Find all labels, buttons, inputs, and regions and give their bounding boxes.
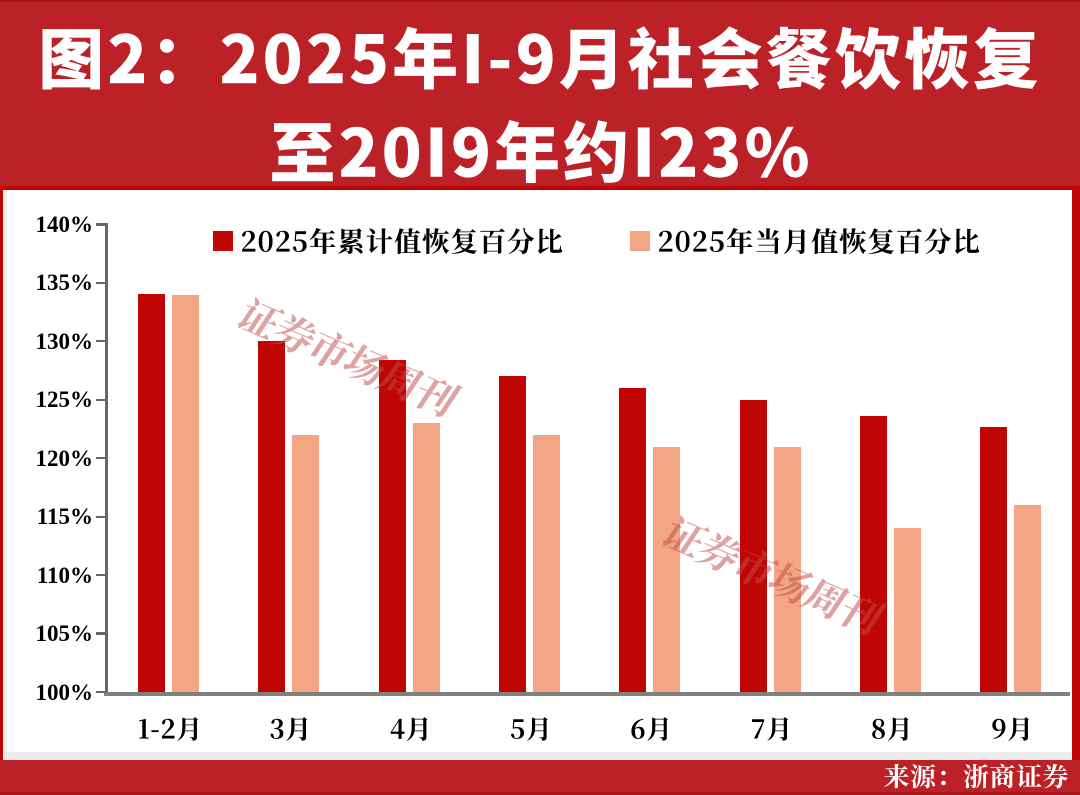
y-axis-tick	[96, 281, 105, 285]
y-tick-label: 135%	[35, 270, 94, 296]
y-tick-label: 130%	[35, 328, 94, 354]
y-tick-label: 100%	[35, 679, 94, 705]
bar-cumulative	[498, 376, 526, 692]
bar-monthly	[412, 423, 440, 692]
y-tick-label: 105%	[35, 621, 94, 647]
y-axis-tick	[96, 457, 105, 460]
panel-bottom-strip	[3, 752, 1072, 760]
bar-monthly	[773, 446, 801, 692]
bottom-edge-line	[0, 792, 1080, 795]
legend-swatch-monthly	[630, 231, 650, 251]
bar-monthly	[653, 446, 681, 692]
y-tick-label: 120%	[35, 445, 94, 471]
bar-monthly	[292, 434, 320, 692]
y-axis-tick	[96, 515, 105, 518]
y-axis-tick	[96, 340, 105, 343]
y-axis-tick	[96, 398, 105, 401]
bar-cumulative	[378, 360, 406, 692]
y-tick-label: 140%	[35, 212, 94, 237]
bar-monthly	[532, 434, 560, 692]
x-axis-line	[104, 692, 1070, 696]
y-tick-label: 115%	[36, 504, 93, 530]
bar-cumulative	[739, 399, 767, 692]
y-axis-tick	[96, 632, 105, 635]
bar-cumulative	[138, 293, 165, 692]
bar-cumulative	[619, 388, 647, 692]
legend-swatch-cumulative	[213, 231, 233, 251]
bar-monthly	[172, 294, 199, 692]
bar-cumulative	[980, 426, 1008, 692]
y-axis-tick	[96, 574, 105, 577]
bar-cumulative	[258, 341, 286, 692]
bar-cumulative	[859, 416, 887, 692]
y-axis-line	[105, 223, 108, 696]
bar-monthly	[893, 528, 921, 692]
y-tick-label: 110%	[36, 562, 93, 588]
bar-monthly	[1014, 505, 1042, 692]
y-tick-label: 125%	[35, 387, 94, 413]
y-axis-tick	[96, 690, 105, 694]
y-axis-tick	[96, 223, 105, 226]
top-edge-line	[0, 0, 1080, 2]
panel-left-strip	[3, 190, 7, 752]
